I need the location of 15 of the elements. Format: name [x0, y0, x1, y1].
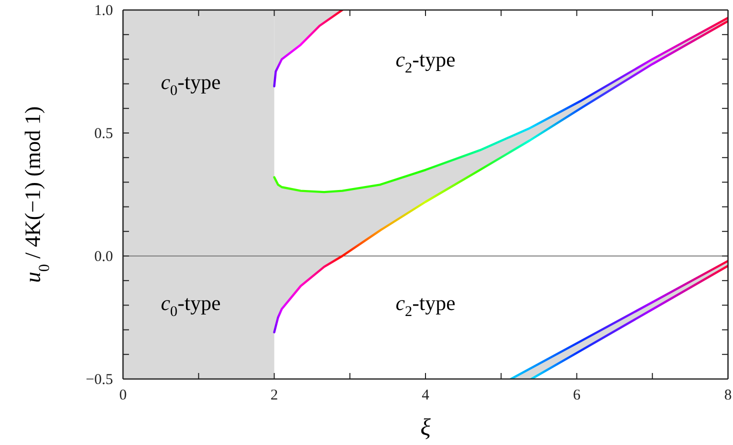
annotation: c$_{0}$-type	[160, 70, 221, 100]
line-series	[273, 20, 728, 334]
annotation: c$_{2}$-type	[396, 47, 456, 78]
annotation: c$_{0}$-type	[160, 291, 221, 321]
y-tick-label: 1.0	[94, 2, 113, 19]
x-tick-label: 2	[270, 388, 278, 404]
y-tick-label: −0.5	[86, 372, 113, 388]
x-axis-title: ξ	[420, 415, 432, 441]
y-tick-label: 0.0	[94, 248, 113, 265]
x-tick-label: 0	[119, 388, 127, 404]
x-tick-label: 4	[422, 388, 430, 404]
annotation: c$_{2}$-type	[396, 291, 456, 321]
x-tick-label: 6	[573, 388, 581, 404]
y-tick-label: 0.5	[94, 126, 113, 142]
x-tick-label: 8	[724, 388, 732, 404]
